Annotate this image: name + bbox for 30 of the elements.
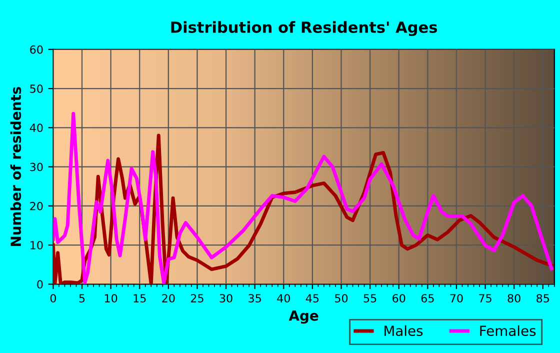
x-tick-label: 45 [306, 294, 319, 302]
y-tick-label: 20 [30, 202, 43, 210]
x-tick-label: 75 [479, 294, 492, 302]
y-tick-label: 0 [37, 280, 43, 289]
y-tick-label: 30 [30, 162, 43, 172]
x-tick-label: 60 [392, 294, 406, 302]
x-tick-label: 15 [134, 294, 146, 302]
legend-label: Females [480, 325, 536, 336]
legend-label: Males [384, 325, 423, 336]
chart-title: Distribution of Residents' Ages [171, 21, 437, 36]
x-tick-label: 80 [508, 294, 520, 302]
x-tick-label: 35 [248, 294, 261, 302]
y-tick-label: 10 [30, 241, 43, 250]
x-tick-label: 25 [190, 294, 204, 302]
x-tick-label: 40 [277, 294, 290, 302]
x-tick-label: 85 [536, 294, 549, 302]
x-tick-label: 30 [220, 294, 232, 302]
x-tick-label: 55 [364, 294, 376, 302]
x-tick-label: 10 [104, 294, 118, 302]
y-tick-label: 60 [30, 45, 43, 54]
y-tick-label: 40 [30, 124, 43, 132]
x-axis-title: Age [288, 310, 318, 324]
x-tick-label: 70 [450, 294, 463, 302]
x-tick-label: 50 [335, 294, 348, 302]
y-tick-label: 50 [30, 84, 43, 93]
x-tick-label: 65 [421, 294, 434, 302]
x-tick-label: 20 [162, 294, 175, 302]
y-axis-title: Number of residents [10, 87, 22, 246]
x-tick-label: 0 [50, 294, 56, 302]
x-tick-label: 5 [79, 294, 85, 302]
